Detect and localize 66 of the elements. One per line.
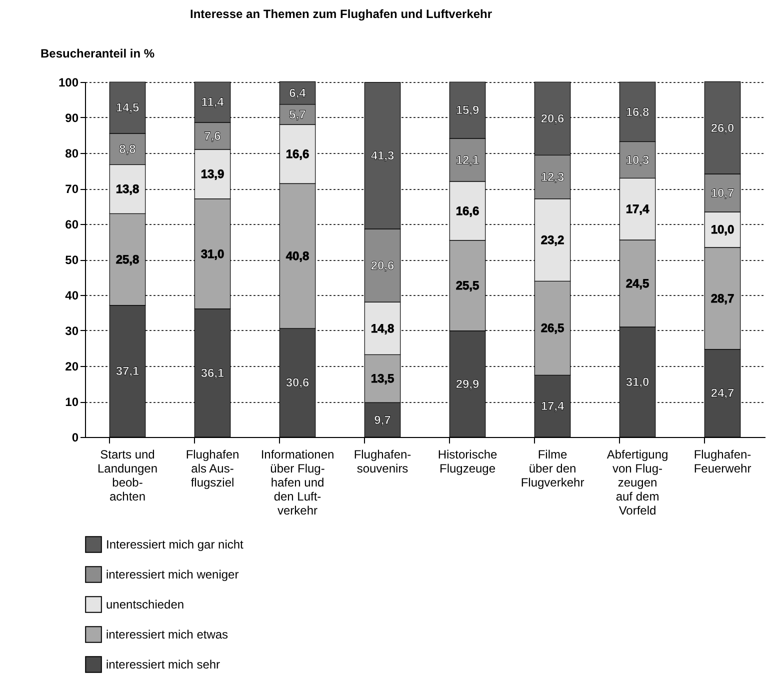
x-tick-label: Filme über den Flugverkehr [520, 448, 584, 490]
data-label: 13,8 [116, 182, 140, 196]
data-label: 23,2 [540, 232, 564, 247]
x-tick-label: Historische Flugzeuge [438, 448, 498, 476]
legend-label: unentschieden [106, 598, 184, 612]
data-label: 10,0 [710, 222, 734, 237]
y-tick-label: 100 [58, 76, 79, 90]
y-tick-label: 40 [65, 288, 79, 302]
y-tick-label: 70 [65, 182, 79, 196]
data-label: 25,8 [116, 252, 140, 266]
data-label: 28,7 [710, 291, 734, 306]
data-label: 15,9 [456, 103, 480, 118]
data-label: 12,3 [540, 170, 564, 184]
data-label: 13,9 [200, 167, 224, 182]
x-tick-label: Informationen über Flug- hafen und den Luft- verkehr [260, 448, 334, 518]
data-label: 36,1 [200, 366, 224, 380]
legend-label: Interessiert mich gar nicht [106, 538, 244, 552]
legend-label: interessiert mich etwas [106, 628, 228, 642]
data-label: 17,4 [626, 202, 650, 216]
y-tick-label: 60 [65, 218, 79, 232]
data-label: 30,6 [286, 376, 310, 390]
data-label: 10,7 [710, 186, 734, 200]
data-label: 8,8 [119, 142, 136, 156]
y-tick-label: 80 [65, 146, 79, 160]
data-label: 9,7 [374, 412, 392, 427]
data-label: 26,5 [540, 321, 564, 336]
data-label: 12,1 [456, 152, 480, 167]
data-label: 37,1 [116, 364, 140, 378]
data-label: 17,4 [540, 399, 564, 414]
x-tick-label: Flughafen als Aus- flugsziel [186, 448, 240, 490]
data-label: 11,4 [201, 95, 224, 110]
y-tick-label: 10 [65, 395, 79, 409]
data-label: 31,0 [626, 374, 650, 389]
data-label: 16,8 [626, 104, 650, 119]
chart-title: Interesse an Themen zum Flughafen und Luftverkehr [190, 7, 492, 21]
data-label: 24,7 [710, 386, 734, 400]
data-label: 5,7 [289, 107, 306, 122]
legend-label: interessiert mich sehr [106, 658, 220, 672]
data-label: 14,8 [370, 321, 394, 336]
data-label: 14,5 [116, 100, 140, 115]
x-tick-label: Flughafen- souvenirs [354, 448, 412, 476]
data-label: 40,8 [286, 248, 310, 263]
y-tick-label: 50 [65, 253, 79, 267]
data-label: 10,3 [626, 152, 650, 167]
data-label: 26,0 [710, 120, 734, 135]
data-label: 16,6 [456, 204, 480, 218]
y-tick-label: 90 [65, 111, 79, 125]
legend-label: interessiert mich weniger [106, 568, 239, 582]
y-tick-label: 0 [72, 430, 79, 444]
data-label: 20,6 [540, 112, 564, 126]
data-label: 16,6 [286, 147, 310, 162]
data-label: 20,6 [370, 258, 394, 273]
data-label: 31,0 [200, 246, 224, 261]
data-label: 41,3 [370, 148, 394, 163]
data-label: 29,9 [456, 376, 480, 391]
data-label: 6,4 [289, 86, 306, 100]
data-label: 24,5 [626, 276, 650, 290]
y-axis-title: Besucheranteil in % [40, 46, 155, 60]
data-label: 25,5 [456, 278, 480, 293]
y-tick-label: 30 [65, 324, 79, 338]
data-label: 7,6 [204, 128, 222, 143]
x-tick-label: Abfertigung von Flug- zeugen auf dem Vorfeld [606, 448, 668, 518]
data-label: 13,5 [370, 372, 394, 386]
y-tick-label: 20 [65, 360, 79, 374]
x-tick-label: Starts und Landungen beob- achten [97, 448, 158, 504]
x-tick-label: Flughafen- Feuerwehr [694, 448, 752, 476]
